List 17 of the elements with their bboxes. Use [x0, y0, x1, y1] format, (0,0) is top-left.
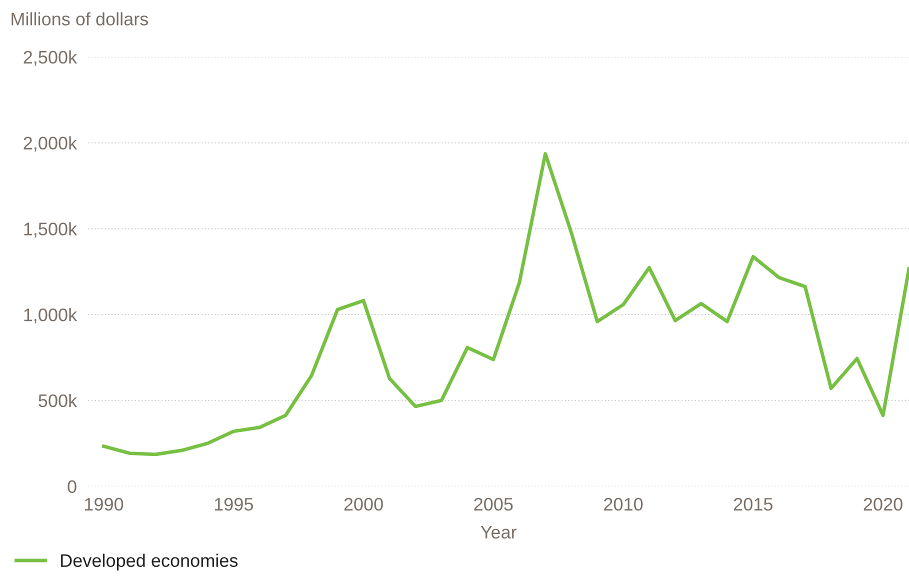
- legend-label: Developed economies: [61, 554, 238, 571]
- x-tick-label: 1995: [214, 498, 253, 511]
- y-tick-label: 0: [68, 480, 76, 494]
- y-axis-title: Millions of dollars: [12, 12, 148, 26]
- y-tick-label: 2,000k: [24, 136, 78, 152]
- x-tick-label: 2010: [604, 498, 643, 511]
- x-tick-label: 2005: [474, 498, 513, 511]
- x-tick-label: 2015: [734, 498, 772, 511]
- x-tick-label: 1990: [85, 498, 124, 511]
- x-tick-label: 2020: [864, 498, 902, 511]
- y-tick-label: 1,500k: [24, 222, 78, 238]
- line-series: [102, 152, 909, 456]
- y-tick-label: 1,000k: [24, 308, 78, 324]
- x-axis-title: Year: [480, 526, 517, 539]
- x-tick-label: 2000: [344, 498, 383, 511]
- y-tick-label: 500k: [38, 394, 78, 408]
- y-tick-label: 2,500k: [24, 50, 78, 66]
